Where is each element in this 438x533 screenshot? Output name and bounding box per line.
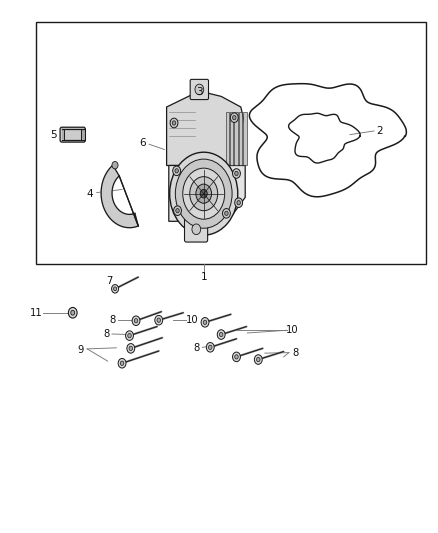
Circle shape: [128, 334, 131, 338]
Circle shape: [233, 168, 240, 178]
Circle shape: [129, 346, 133, 351]
Circle shape: [68, 308, 77, 318]
Bar: [239, 112, 242, 165]
Text: 7: 7: [107, 277, 113, 286]
Circle shape: [235, 355, 238, 359]
Circle shape: [208, 345, 212, 350]
Circle shape: [190, 176, 218, 211]
Circle shape: [155, 316, 162, 325]
Circle shape: [206, 343, 214, 352]
Polygon shape: [166, 91, 245, 165]
Circle shape: [217, 330, 225, 340]
Text: 1: 1: [201, 272, 207, 281]
Circle shape: [134, 319, 138, 323]
Circle shape: [112, 161, 118, 169]
Polygon shape: [169, 165, 245, 221]
Circle shape: [127, 344, 135, 353]
Text: 4: 4: [87, 189, 93, 199]
Circle shape: [173, 166, 180, 175]
Circle shape: [233, 352, 240, 362]
Circle shape: [120, 361, 124, 366]
Bar: [230, 112, 233, 165]
Circle shape: [118, 359, 126, 368]
Text: 10: 10: [286, 325, 299, 335]
Circle shape: [170, 152, 238, 235]
Circle shape: [201, 318, 209, 327]
Circle shape: [176, 208, 179, 213]
Text: 6: 6: [139, 138, 146, 148]
Circle shape: [219, 333, 223, 337]
Circle shape: [157, 318, 160, 322]
Bar: [35, 22, 426, 264]
Circle shape: [233, 116, 236, 120]
Text: 8: 8: [103, 329, 110, 339]
Circle shape: [230, 113, 238, 123]
FancyBboxPatch shape: [190, 79, 208, 100]
Circle shape: [237, 200, 240, 205]
Bar: [62, 131, 64, 139]
Text: 8: 8: [193, 343, 199, 353]
Circle shape: [254, 355, 262, 365]
Bar: [243, 112, 247, 165]
Circle shape: [173, 206, 181, 215]
Circle shape: [175, 159, 232, 228]
Circle shape: [223, 208, 230, 218]
Text: 2: 2: [376, 126, 383, 136]
Circle shape: [113, 287, 117, 290]
Circle shape: [203, 320, 207, 325]
Circle shape: [257, 358, 260, 362]
Polygon shape: [101, 165, 138, 228]
Circle shape: [175, 168, 178, 173]
Text: 3: 3: [197, 87, 203, 97]
Text: 8: 8: [292, 348, 299, 358]
Circle shape: [192, 224, 201, 235]
Circle shape: [195, 84, 204, 95]
Text: 9: 9: [77, 345, 83, 355]
Circle shape: [172, 121, 176, 125]
Circle shape: [200, 189, 207, 198]
Circle shape: [126, 331, 134, 341]
Circle shape: [183, 168, 225, 219]
Text: 8: 8: [109, 315, 115, 325]
FancyBboxPatch shape: [184, 216, 208, 242]
Circle shape: [112, 285, 119, 293]
Bar: [81, 131, 84, 139]
Circle shape: [71, 310, 75, 315]
Circle shape: [235, 198, 243, 207]
Circle shape: [235, 171, 238, 175]
Text: 11: 11: [30, 308, 43, 318]
Bar: [234, 112, 238, 165]
Text: 10: 10: [186, 314, 198, 325]
Text: 5: 5: [50, 130, 57, 140]
Circle shape: [225, 211, 228, 215]
Bar: [226, 112, 229, 165]
Circle shape: [170, 118, 178, 128]
Circle shape: [196, 184, 212, 203]
Circle shape: [132, 316, 140, 326]
FancyBboxPatch shape: [60, 127, 85, 142]
